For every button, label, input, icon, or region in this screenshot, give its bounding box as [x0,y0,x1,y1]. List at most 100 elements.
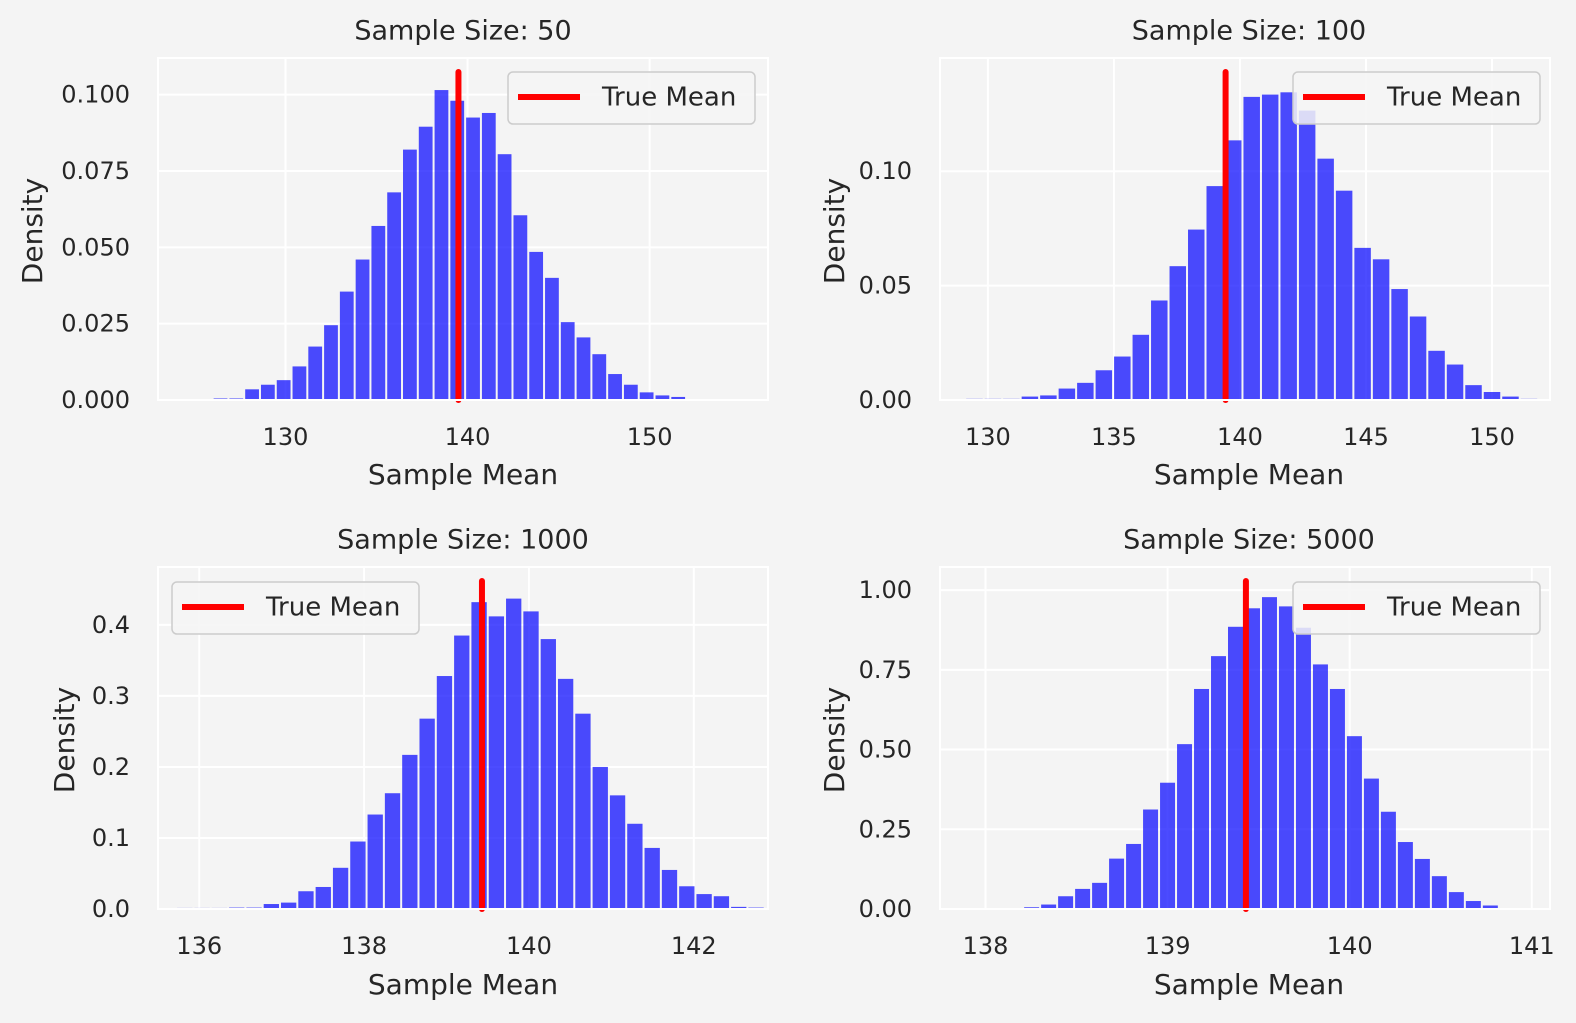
legend: True Mean [1292,581,1541,635]
histogram-bar [419,718,435,909]
histogram-bar [679,886,695,909]
histogram-bar [488,616,505,909]
histogram-bar [1414,858,1430,909]
histogram-bar [1502,396,1519,400]
subplot-sample-size-1000: Sample Size: 1000 136 138 140 142 0.0 0.1 0.2 0… [48,525,769,1001]
histogram-bar [371,225,386,400]
legend-label: True Mean [265,593,400,623]
histogram-bar [623,384,638,400]
y-tick-label: 0.100 [61,81,130,109]
histogram-bar [281,902,297,909]
y-axis-label: Density [818,687,851,793]
y-tick-label: 0.00 [859,895,912,923]
x-tick-label: 140 [445,423,491,451]
histogram-bar [523,611,539,909]
histogram-bar [1295,627,1311,909]
histogram-bar [263,904,279,909]
histogram-bar [1278,606,1294,909]
histogram-bar [1040,395,1057,400]
y-tick-label: 0.3 [92,682,130,710]
y-tick-label: 0.1 [92,824,130,852]
x-tick-label: 141 [1509,932,1555,960]
plot-area: 136 138 140 142 0.0 0.1 0.2 0.3 0.4 [92,566,769,960]
histogram-bar [454,635,470,909]
histogram-bar [1465,901,1481,909]
x-tick-label: 140 [506,932,552,960]
legend-box [1292,71,1541,125]
axes-frame [157,566,769,910]
y-tick-label: 0.05 [859,272,912,300]
panel-title: Sample Size: 1000 [337,525,589,556]
x-tick-label: 140 [1327,932,1373,960]
histogram-bar [1211,656,1227,909]
histogram-bar [466,117,480,400]
histogram-bar [1077,382,1094,400]
x-tick-label: 150 [627,423,673,451]
histogram-bar [339,291,354,400]
histogram-bar [1317,158,1334,400]
histogram-bar [1132,334,1150,400]
x-tick-label: 135 [1091,423,1137,451]
x-axis-label: Sample Mean [368,458,558,491]
histogram-bar [627,823,643,909]
histogram-bar [276,380,291,400]
histogram-bar [1206,186,1223,400]
histogram-bar [545,277,559,400]
histogram-bar [1329,688,1345,909]
histogram-bar [1041,904,1057,909]
histogram-bar [529,251,544,400]
histogram-bar [308,346,323,400]
legend-box [171,581,420,635]
histogram-bar [513,215,528,400]
legend: True Mean [171,581,420,635]
histogram-bar [1243,96,1260,400]
histogram-bar [1346,736,1362,909]
histogram-bar [1465,385,1482,400]
histogram-bar [1228,626,1243,909]
histogram-bar [260,384,275,400]
histogram-bar [696,894,712,909]
histogram-bar [332,867,349,909]
histogram-bar [1363,778,1379,909]
x-tick-label: 140 [1217,423,1263,451]
histogram-bar [1372,259,1390,400]
histogram-bar [592,766,608,909]
histogram-bar [560,322,575,400]
histogram-bar [1109,858,1125,909]
histogram-bar [540,639,556,909]
x-tick-label: 130 [965,423,1011,451]
histogram-bar [1188,229,1205,400]
y-tick-label: 0.050 [61,233,130,261]
x-axis-label: Sample Mean [1154,458,1344,491]
histogram-bar [1021,396,1039,400]
histogram-bar [1428,350,1445,400]
y-tick-label: 0.25 [859,815,912,843]
legend: True Mean [507,71,756,125]
legend-box [507,71,756,125]
histogram-bar [1261,94,1279,401]
histogram-bar [644,847,660,909]
histogram-bar [1058,388,1076,400]
histogram-bar [1177,744,1193,909]
y-tick-label: 0.075 [61,157,130,185]
histogram-bar [324,325,338,400]
histogram-bar [576,337,591,400]
y-tick-label: 0.10 [859,157,912,185]
x-tick-label: 145 [1343,423,1389,451]
histogram-bar [384,793,401,909]
histogram-bar [671,396,686,400]
histogram-bar [403,149,417,400]
y-tick-label: 0.000 [61,386,130,414]
panel-title: Sample Size: 5000 [1123,525,1375,556]
histogram-bar [1397,842,1413,909]
histogram-bar [1095,370,1113,400]
y-tick-label: 0.0 [92,895,130,923]
legend-label: True Mean [1386,83,1521,113]
panel-title-text: Sample Size: 50 [354,16,571,47]
histogram-bar [557,678,574,909]
y-tick-label: 1.00 [859,576,912,604]
histogram-bar [1092,882,1108,909]
histogram-bar [292,366,307,400]
legend-label: True Mean [1386,593,1521,623]
